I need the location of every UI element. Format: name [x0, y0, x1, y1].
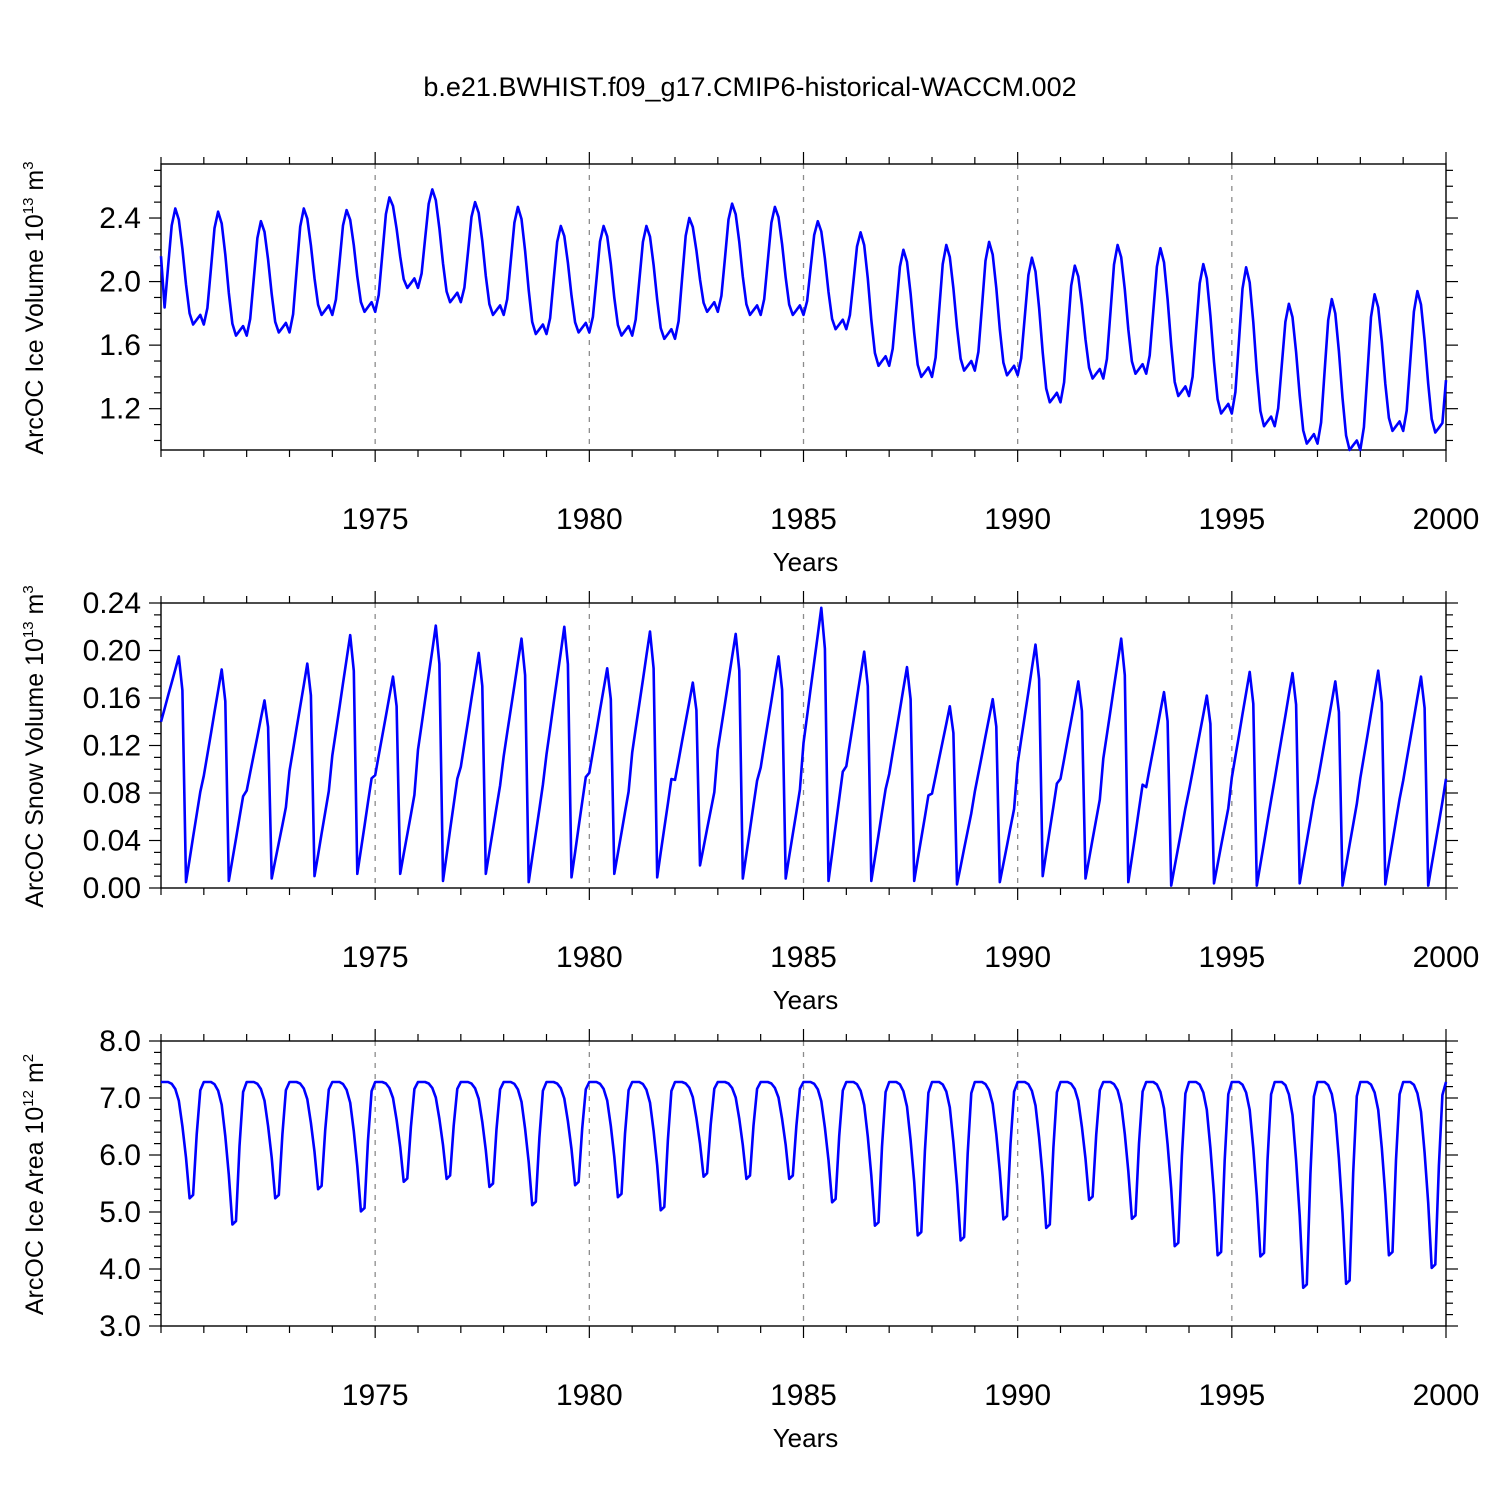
- plot-frame: [160, 1040, 1447, 1327]
- x-tick-label: 1985: [770, 941, 837, 974]
- series-line-snow_volume: [159, 606, 1448, 887]
- y-tick-label: 7.0: [99, 1082, 141, 1115]
- y-tick-label: 1.6: [99, 329, 141, 362]
- x-axis-label: Years: [773, 985, 839, 1015]
- series-line-ice_volume: [159, 188, 1448, 452]
- y-tick-label: 5.0: [99, 1196, 141, 1229]
- y-tick-label: 2.4: [99, 202, 141, 235]
- x-tick-label: 1975: [342, 1379, 409, 1412]
- y-axis-label: ArcOC Ice Volume 1013 m3: [20, 161, 49, 454]
- chart-panels: 1.2 1.6 2.0 2.4 1975 1980 1985 1990 1995 2000 Year…: [20, 152, 1479, 1453]
- figure-title: b.e21.BWHIST.f09_g17.CMIP6-historical-WA…: [423, 72, 1076, 102]
- x-tick-label: 2000: [1413, 1379, 1480, 1412]
- series-line-ice_area: [161, 1080, 1448, 1290]
- y-tick-label: 0.12: [83, 730, 141, 763]
- y-tick-label: 2.0: [99, 266, 141, 299]
- x-axis-label: Years: [773, 1423, 839, 1453]
- plot-frame: [160, 163, 1447, 451]
- x-tick-label: 1975: [342, 941, 409, 974]
- y-tick-label: 6.0: [99, 1139, 141, 1172]
- y-tick-label: 1.2: [99, 393, 141, 426]
- x-tick-label: 1995: [1198, 941, 1265, 974]
- x-tick-label: 1995: [1198, 503, 1265, 536]
- x-tick-label: 1985: [770, 1379, 837, 1412]
- panel-ice_volume: 1.2 1.6 2.0 2.4 1975 1980 1985 1990 1995 2000 Year…: [20, 152, 1479, 577]
- y-tick-label: 8.0: [99, 1025, 141, 1058]
- y-tick-label: 4.0: [99, 1253, 141, 1286]
- panel-snow_volume: 0.00 0.04 0.08 0.12 0.16 0.20 0.24 1975 1980 1985…: [20, 585, 1479, 1015]
- plot-frame: [160, 602, 1447, 889]
- y-tick-label: 3.0: [99, 1310, 141, 1343]
- x-tick-label: 1990: [984, 503, 1051, 536]
- y-tick-label: 0.00: [83, 872, 141, 905]
- x-tick-label: 1980: [556, 503, 623, 536]
- y-tick-label: 0.08: [83, 777, 141, 810]
- y-axis-label: ArcOC Snow Volume 1013 m3: [20, 585, 49, 907]
- x-tick-label: 1980: [556, 1379, 623, 1412]
- x-tick-label: 1990: [984, 1379, 1051, 1412]
- y-tick-label: 0.20: [83, 635, 141, 668]
- y-tick-label: 0.04: [83, 825, 141, 858]
- x-tick-label: 1985: [770, 503, 837, 536]
- y-axis-label: ArcOC Ice Area 1012 m2: [20, 1054, 49, 1315]
- panel-ice_area: 3.0 4.0 5.0 6.0 7.0 8.0 1975 1980 1985 1990 1995 20…: [20, 1025, 1479, 1453]
- x-tick-label: 1995: [1198, 1379, 1265, 1412]
- x-tick-label: 1990: [984, 941, 1051, 974]
- x-tick-label: 2000: [1413, 503, 1480, 536]
- y-tick-label: 0.24: [83, 587, 141, 620]
- x-tick-label: 1980: [556, 941, 623, 974]
- x-tick-label: 1975: [342, 503, 409, 536]
- x-axis-label: Years: [773, 547, 839, 577]
- x-tick-label: 2000: [1413, 941, 1480, 974]
- y-tick-label: 0.16: [83, 682, 141, 715]
